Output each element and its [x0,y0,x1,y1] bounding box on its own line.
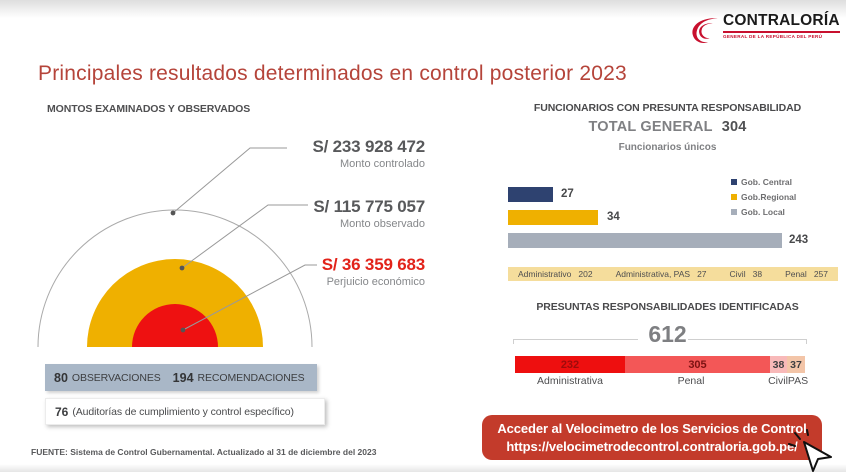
legend-item-gob-regional: Gob.Regional [731,189,796,204]
page-title: Principales resultados determinados en c… [38,62,627,85]
logo-subtitle: GENERAL DE LA REPÚBLICA DEL PERÚ [723,33,823,39]
auditorias-label: (Auditorías de cumplimiento y control es… [72,405,294,418]
amount-caption: Perjuicio económico [326,275,425,288]
velocimetro-cta-button[interactable]: Acceder al Velocimetro de los Servicios … [482,415,822,460]
amount-label-perjuicio: S/ 36 359 683 Perjuicio económico [255,255,425,288]
amount-label-observado: S/ 115 775 057 Monto observado [255,197,425,230]
segment-label-civil: Civil [768,375,788,387]
logo-rule [723,30,840,33]
amount-value: S/ 36 359 683 [321,255,425,274]
cta-line2: https://velocimetrodecontrol.contraloria… [506,438,798,454]
gauge-chart [37,147,317,348]
bar-gob-regional [508,210,598,225]
legend-label: Gob.Regional [741,191,797,202]
funcionarios-heading: FUNCIONARIOS CON PRESUNTA RESPONSABILIDA… [533,102,802,114]
gauge-ring-monto-observado [87,259,263,347]
legend-swatch-icon [731,178,737,185]
presuntas-heading: PRESUNTAS RESPONSABILIDADES IDENTIFICADA… [536,301,799,313]
gauge-ring-perjuicio [132,304,218,347]
strip-value: 38 [752,269,763,279]
strip-value: 257 [813,269,828,279]
total-general-value: 304 [721,119,747,135]
bar-gob-central [508,187,553,202]
montos-heading: MONTOS EXAMINADOS Y OBSERVADOS [47,103,251,115]
strip-label: Civil [729,269,746,279]
segment-civil: 38 [770,356,787,373]
auditorias-count: 76 [55,404,69,419]
legend-item-gob-central: Gob. Central [731,174,796,189]
legend-label: Gob. Central [741,176,793,187]
strip-item-penal: Penal 257 [785,269,828,279]
bar-chart-legend: Gob. Central Gob.Regional Gob. Local [731,174,796,219]
funcionarios-caption: Funcionarios únicos [618,142,717,153]
recomendaciones-count: 194 [172,370,194,385]
legend-item-gob-local: Gob. Local [731,204,796,219]
responsabilidad-strip: Administrativo 202 Administrativa, PAS 2… [508,267,838,281]
bracket-line-left [513,339,638,344]
strip-label: Penal [785,269,807,279]
legend-swatch-icon [731,193,737,200]
total-general-label: TOTAL GENERAL [588,119,713,135]
legend-swatch-icon [731,208,737,215]
observaciones-recomendaciones-bar: 80 OBSERVACIONES 194 RECOMENDACIONES [45,364,317,391]
total-general: TOTAL GENERAL 304 [495,119,840,135]
presuntas-total: 612 [648,321,687,347]
recomendaciones-label: RECOMENDACIONES [197,371,305,384]
strip-value: 202 [578,269,593,279]
bar-value-gob-regional: 34 [607,211,620,223]
gauge-connector-dots [170,210,186,333]
strip-item-administrativo: Administrativo 202 [518,269,593,279]
top-edge-shade [0,0,846,18]
amount-value: S/ 115 775 057 [313,197,425,216]
bar-gob-local [508,233,782,248]
strip-label: Administrativa, PAS [615,269,691,279]
stacked-bar: 232 305 38 37 [515,356,805,373]
logo-title: CONTRALORÍA [723,12,840,29]
amount-caption: Monto observado [340,217,425,230]
segment-label-pas: PAS [787,375,809,387]
strip-item-administrativa-pas: Administrativa, PAS 27 [616,269,707,279]
fuente-note: FUENTE: Sistema de Control Gubernamental… [31,447,377,457]
segment-pas: 37 [787,356,805,373]
logo-text: CONTRALORÍA GENERAL DE LA REPÚBLICA DEL … [723,13,840,39]
amount-value: S/ 233 928 472 [312,137,425,156]
bar-value-gob-local: 243 [789,234,809,246]
auditorias-box: 76 (Auditorías de cumplimiento y control… [45,398,325,425]
segment-label-penal: Penal [677,375,705,387]
segment-label-administrativa: Administrativa [537,375,603,387]
bracket-line-right [688,339,807,344]
amount-caption: Monto controlado [340,157,425,170]
bar-value-gob-central: 27 [561,188,574,200]
cta-line1: Acceder al Velocimetro de los Servicios … [497,420,807,436]
strip-value: 27 [697,269,707,279]
strip-label: Administrativo [518,269,572,279]
cursor-icon [788,429,832,472]
legend-label: Gob. Local [741,206,785,217]
contraloria-logo: CONTRALORÍA GENERAL DE LA REPÚBLICA DEL … [688,13,840,46]
bottom-edge-shade [0,464,846,472]
segment-penal: 305 [625,356,770,373]
gauge-connector-lines [172,147,317,331]
logo-swoosh-icon [692,18,718,43]
right-panel: FUNCIONARIOS CON PRESUNTA RESPONSABILIDA… [495,0,840,472]
observaciones-count: 80 [54,370,68,385]
amount-label-controlado: S/ 233 928 472 Monto controlado [255,137,425,170]
observaciones-label: OBSERVACIONES [71,371,161,384]
strip-item-civil: Civil 38 [730,269,763,279]
segment-administrativa: 232 [515,356,625,373]
